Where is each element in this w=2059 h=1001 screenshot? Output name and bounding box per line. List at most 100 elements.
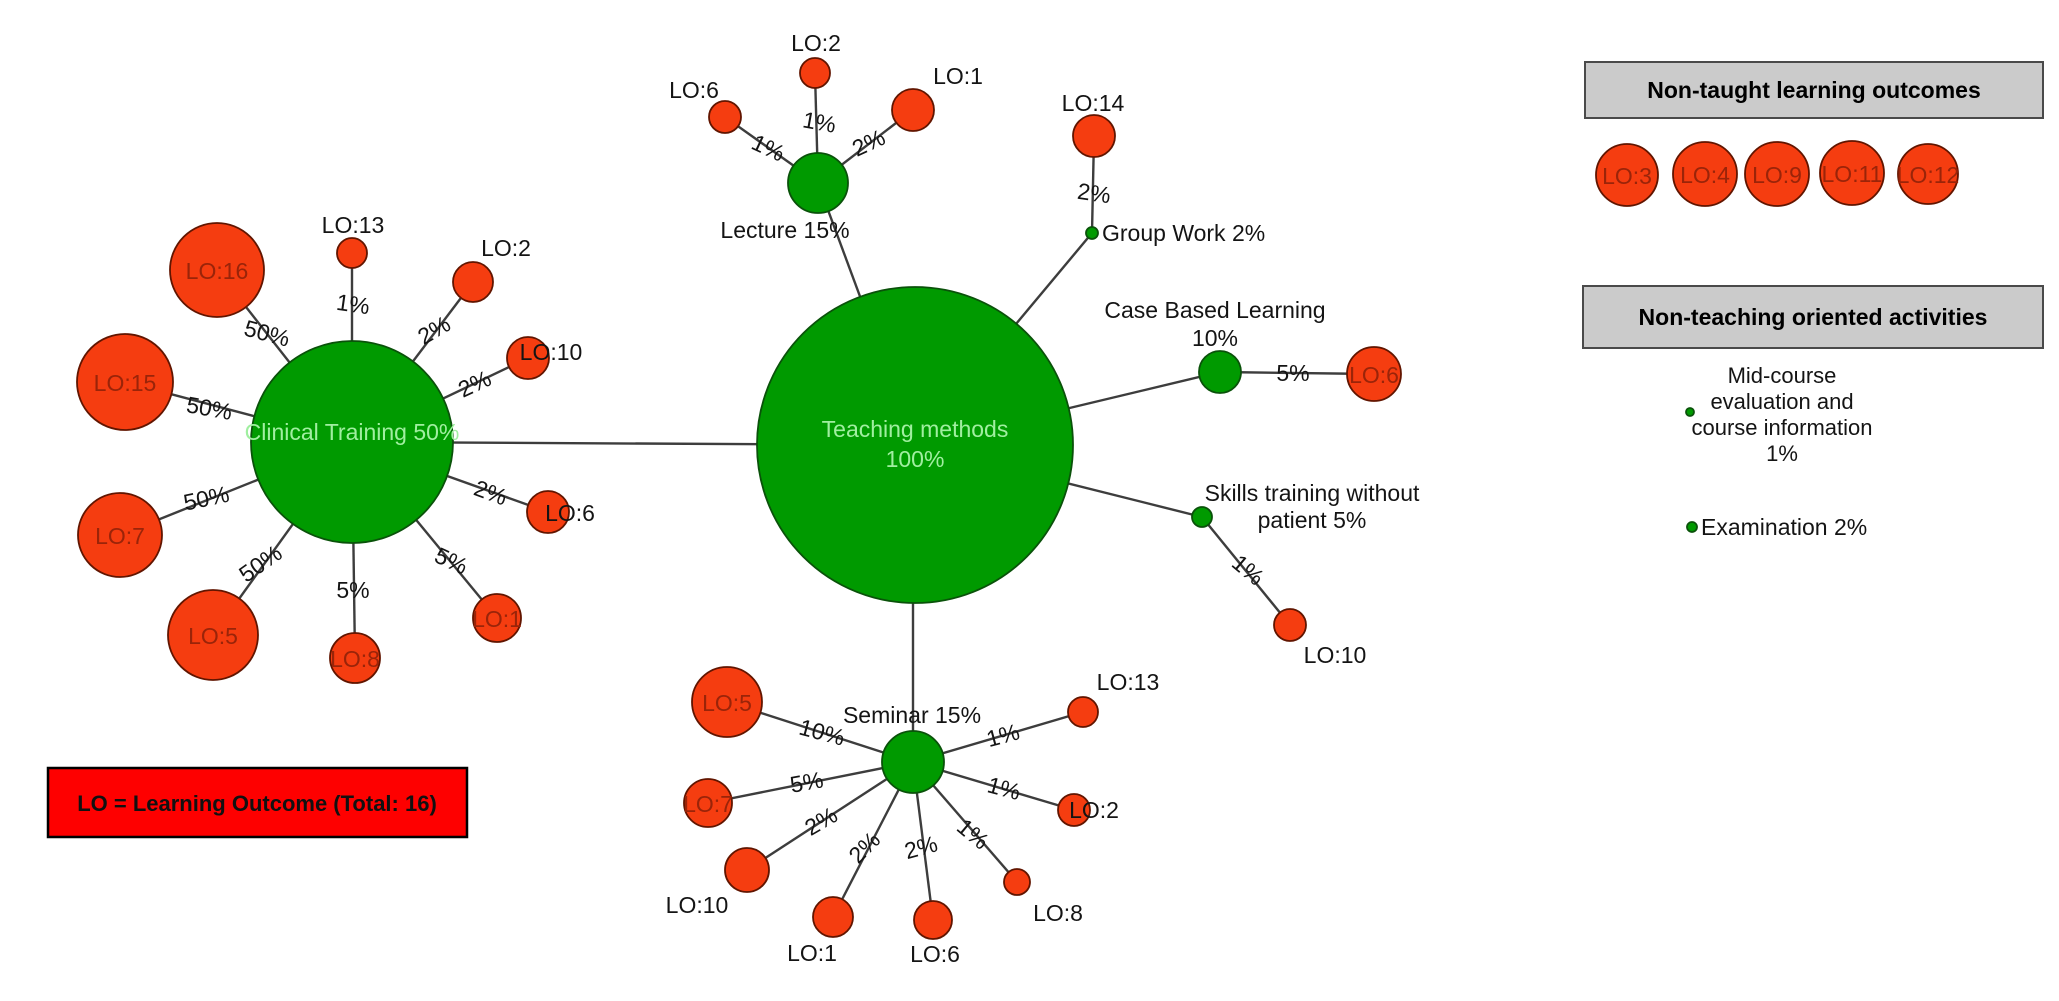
node-group-work: [1085, 226, 1099, 240]
edge-skills-lo10: [1201, 516, 1291, 626]
clinical-lo13-pct: 1%: [335, 289, 372, 319]
seminar-lo6-label: LO:6: [910, 941, 960, 967]
node-clinical-lo5: [167, 589, 259, 681]
lecture-label: Lecture 15%: [720, 217, 849, 243]
nontaught-lo4-label: LO:4: [1680, 162, 1730, 188]
clinical-training-label: Clinical Training 50%: [245, 419, 460, 445]
seminar-lo13-pct: 1%: [984, 718, 1023, 752]
node-teaching-methods: [756, 286, 1074, 604]
skills-lo10-label: LO:10: [1304, 642, 1367, 668]
seminar-lo1-label: LO:1: [787, 940, 837, 966]
node-clinical-lo10: [506, 336, 550, 380]
node-seminar-lo2: [1057, 793, 1091, 827]
cbl-label-line2: 10%: [1192, 325, 1238, 351]
node-case-based-learning: [1198, 350, 1242, 394]
seminar-lo7-pct: 5%: [788, 766, 825, 797]
node-nontaught-lo12: [1897, 143, 1959, 205]
node-seminar: [881, 730, 945, 794]
clinical-lo2-pct: 2%: [413, 311, 455, 350]
edge-seminar-lo7: [707, 760, 914, 805]
legend-non-taught: Non-taught learning outcomes LO:3 LO:4 L…: [1584, 61, 2044, 207]
clinical-lo5-pct: 50%: [234, 540, 287, 588]
node-cbl-lo6: [1346, 346, 1402, 402]
clinical-lo2-label: LO:2: [481, 235, 531, 261]
seminar-lo5-pct: 10%: [796, 714, 847, 751]
node-lecture-lo2: [799, 57, 831, 89]
note-box: [46, 766, 469, 839]
nontaught-lo3-label: LO:3: [1602, 163, 1652, 189]
node-nontaught-lo3: [1595, 143, 1659, 207]
teaching-methods-label-line2: 100%: [886, 446, 945, 472]
node-skills-lo10: [1273, 608, 1307, 642]
node-seminar-lo7: [683, 778, 733, 828]
node-seminar-lo10: [724, 847, 770, 893]
nontaught-lo12-label: LO:12: [1897, 162, 1960, 188]
node-seminar-lo13: [1067, 696, 1099, 728]
node-clinical-lo13: [336, 237, 368, 269]
method-labels: Teaching methods 100% Clinical Training …: [245, 217, 1420, 728]
clinical-lo6-label: LO:6: [545, 500, 595, 526]
midcourse-line4: 1%: [1766, 441, 1798, 466]
seminar-lo10-pct: 2%: [800, 802, 842, 841]
node-lecture-lo6: [708, 100, 742, 134]
seminar-lo1-pct: 2%: [843, 826, 885, 868]
group-work-label: Group Work 2%: [1102, 220, 1265, 246]
non-teaching-header-box: [1582, 285, 2044, 349]
cbl-lo6-label: LO:6: [1349, 362, 1399, 388]
node-clinical-training: [250, 340, 454, 544]
clinical-lo16-label: LO:16: [186, 258, 249, 284]
clinical-lo7-pct: 50%: [181, 481, 231, 516]
node-clinical-lo8: [329, 632, 381, 684]
seminar-lo6-pct: 2%: [902, 830, 941, 864]
edge-seminar-lo10: [746, 760, 914, 872]
lecture-lo2-pct: 1%: [801, 106, 838, 137]
seminar-lo8-label: LO:8: [1033, 900, 1083, 926]
node-lecture: [787, 152, 849, 214]
outcome-labels: LO:6 1% LO:2 1% LO:1 2% LO:16 50% LO:13 …: [94, 30, 1399, 967]
clinical-lo8-pct: 5%: [336, 577, 369, 603]
node-seminar-lo5: [691, 666, 763, 738]
groupwork-lo14-label: LO:14: [1062, 90, 1125, 116]
clinical-lo7-label: LO:7: [95, 523, 145, 549]
clinical-lo1-label: LO:1: [472, 606, 522, 632]
node-clinical-lo1: [472, 593, 522, 643]
node-nontaught-lo11: [1819, 140, 1885, 206]
examination-label: Examination 2%: [1701, 514, 1867, 540]
method-nodes: [250, 152, 1242, 794]
seminar-lo2-label: LO:2: [1069, 797, 1119, 823]
node-seminar-lo6: [913, 900, 953, 940]
node-nontaught-lo4: [1672, 141, 1738, 207]
teaching-methods-label-line1: Teaching methods: [822, 416, 1009, 442]
clinical-lo6-pct: 2%: [471, 475, 511, 511]
clinical-lo5-label: LO:5: [188, 623, 238, 649]
midcourse-dot: [1685, 407, 1695, 417]
lecture-lo1-label: LO:1: [933, 63, 983, 89]
cbl-label-line1: Case Based Learning: [1104, 297, 1325, 323]
lecture-lo6-label: LO:6: [669, 77, 719, 103]
legend-non-teaching: Non-teaching oriented activities Mid-cou…: [1582, 285, 2044, 540]
cbl-lo6-pct: 5%: [1276, 360, 1309, 386]
node-clinical-lo7: [77, 492, 163, 578]
seminar-label: Seminar 15%: [843, 702, 981, 728]
clinical-lo10-label: LO:10: [520, 339, 583, 365]
node-clinical-lo6: [526, 490, 570, 534]
node-clinical-lo2: [452, 261, 494, 303]
note-text: LO = Learning Outcome (Total: 16): [77, 791, 437, 816]
midcourse-line1: Mid-course: [1728, 363, 1837, 388]
node-clinical-lo16: [169, 222, 265, 318]
examination-dot: [1686, 521, 1698, 533]
node-skills-training: [1191, 506, 1213, 528]
seminar-lo5-label: LO:5: [702, 690, 752, 716]
clinical-lo1-pct: 5%: [431, 542, 472, 580]
clinical-lo16-pct: 50%: [241, 315, 292, 352]
seminar-lo2-pct: 1%: [985, 771, 1024, 805]
seminar-lo13-label: LO:13: [1097, 669, 1160, 695]
outcome-nodes: [76, 57, 1402, 940]
nontaught-lo9-label: LO:9: [1752, 162, 1802, 188]
node-nontaught-lo9: [1744, 141, 1810, 207]
non-taught-title: Non-taught learning outcomes: [1647, 77, 1981, 103]
midcourse-line2: evaluation and: [1710, 389, 1853, 414]
non-taught-header-box: [1584, 61, 2044, 119]
